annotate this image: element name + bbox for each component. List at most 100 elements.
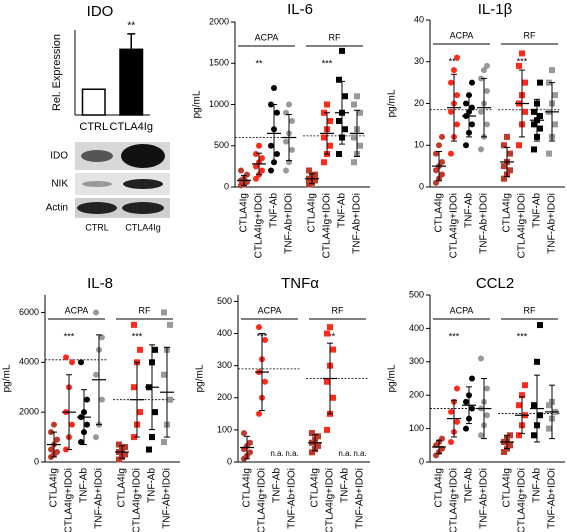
y-tick-label: 500 xyxy=(214,140,229,150)
data-point xyxy=(531,108,537,115)
blot-row-label: Actin xyxy=(46,203,68,214)
data-point xyxy=(546,402,552,409)
data-point xyxy=(336,76,342,83)
data-point xyxy=(99,396,105,403)
data-point xyxy=(247,439,253,446)
data-point xyxy=(552,92,558,99)
data-point xyxy=(116,441,122,448)
annotation: *** xyxy=(64,331,75,341)
data-point xyxy=(253,163,259,170)
data-point xyxy=(152,409,158,416)
data-point xyxy=(469,375,475,382)
y-tick-label: 400 xyxy=(409,323,424,333)
data-point xyxy=(522,382,528,389)
x-tick-label: TNF-Ab+IDOi xyxy=(284,193,295,254)
data-point xyxy=(256,324,262,331)
data-point xyxy=(463,398,469,405)
data-point xyxy=(167,396,173,403)
x-tick-label: TNF-Ab xyxy=(269,193,280,228)
x-tick-label: TNF-Ab+IDOi xyxy=(479,193,490,254)
x-tick-label: TNF-Ab+IDOi xyxy=(162,468,173,529)
data-point xyxy=(315,442,321,449)
annotation: *** xyxy=(322,58,333,68)
data-point xyxy=(324,378,330,385)
y-axis-label: pg/mL xyxy=(387,89,398,117)
data-point xyxy=(93,434,99,441)
data-point xyxy=(315,433,321,440)
data-point xyxy=(137,346,143,353)
group-label: RF xyxy=(524,305,536,315)
chart-title: IL-1β xyxy=(478,1,513,18)
x-tick-label: CTLA4Ig+IDOi xyxy=(325,468,336,532)
data-point xyxy=(451,67,457,74)
data-point xyxy=(534,358,540,365)
western-blot: IDO NIK Actin CTRL CTLA4Ig xyxy=(46,142,170,232)
data-point xyxy=(463,142,469,149)
x-tick-label: TNF-Ab xyxy=(272,468,283,503)
data-point xyxy=(161,309,167,316)
data-point xyxy=(330,346,336,353)
data-point xyxy=(321,159,327,166)
data-point xyxy=(478,355,484,362)
blot-strip xyxy=(75,173,170,195)
data-point xyxy=(309,449,315,456)
annotation: *** xyxy=(325,331,336,341)
data-point xyxy=(484,385,490,392)
data-point xyxy=(478,432,484,439)
data-point xyxy=(244,171,250,178)
y-tick-label: 200 xyxy=(217,392,232,402)
x-tick-label: TNF-Ab xyxy=(337,193,348,228)
data-point xyxy=(69,421,75,428)
data-point xyxy=(436,142,442,149)
data-point xyxy=(312,171,318,178)
data-point xyxy=(463,425,469,432)
data-point xyxy=(531,402,537,409)
blot-band xyxy=(123,179,163,189)
annotation: *** xyxy=(449,56,460,66)
data-point xyxy=(504,133,510,140)
data-point xyxy=(54,436,60,443)
y-tick-label: 0 xyxy=(34,456,39,466)
data-point xyxy=(84,421,90,428)
data-point xyxy=(259,167,265,174)
x-tick-label: CTLA4Ig xyxy=(434,468,445,507)
data-point xyxy=(439,171,445,178)
x-tick-label: CTLA4Ig+IDOi xyxy=(517,193,528,258)
data-point xyxy=(478,146,484,153)
data-point xyxy=(84,396,90,403)
y-axis-label: pg/mL xyxy=(192,90,203,118)
data-point xyxy=(516,402,522,409)
annotation: *** xyxy=(132,331,143,341)
x-tick-label: TNF-Ab xyxy=(340,468,351,503)
x-tick-label: TNF-Ab xyxy=(464,193,475,228)
x-tick-label: TNF-Ab+IDOi xyxy=(94,468,105,529)
data-point xyxy=(324,330,330,337)
data-point xyxy=(69,359,75,366)
blot-band xyxy=(77,202,117,214)
data-point xyxy=(336,118,342,124)
annotation: ** xyxy=(127,21,135,32)
data-point xyxy=(167,321,173,328)
data-point xyxy=(63,354,69,361)
na-label: n.a. xyxy=(285,449,298,458)
data-point xyxy=(351,134,357,141)
data-point xyxy=(78,359,84,366)
data-point xyxy=(262,336,268,343)
data-point xyxy=(454,92,460,99)
data-point xyxy=(93,371,99,378)
data-point xyxy=(354,93,360,100)
data-point xyxy=(51,421,57,428)
data-point xyxy=(274,109,280,116)
y-tick-label: 0 xyxy=(227,456,232,466)
data-point xyxy=(122,451,128,458)
y-axis-label: pg/mL xyxy=(387,364,398,392)
x-tick-label: TNF-Ab+IDOi xyxy=(547,468,558,529)
x-tick-label: CTLA4Ig xyxy=(434,193,445,232)
x-tick-label: TNF-Ab xyxy=(79,468,90,503)
x-tick-label: CTLA4Ig+IDOi xyxy=(257,468,268,532)
y-axis-label: pg/mL xyxy=(195,364,206,392)
y-tick-label: 40 xyxy=(414,14,424,24)
x-tick-label: TNF-Ab+IDOi xyxy=(547,193,558,254)
group-label: RF xyxy=(329,32,341,42)
